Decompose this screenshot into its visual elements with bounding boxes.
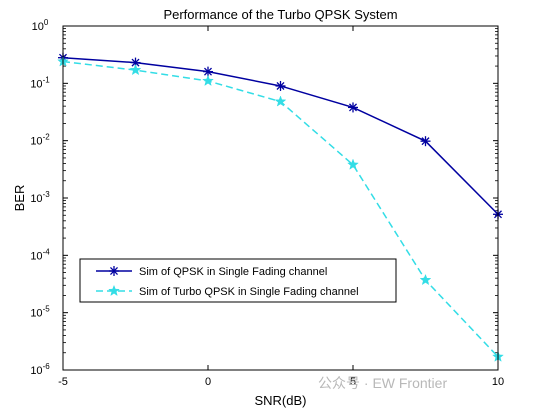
series-layer (57, 52, 504, 362)
star-marker (347, 158, 359, 170)
asterisk-stroke (349, 103, 357, 112)
watermark-text: 公众号 · EW Frontier (318, 375, 447, 391)
asterisk-marker (203, 66, 213, 77)
star-marker (419, 273, 432, 286)
asterisk-stroke (276, 81, 285, 90)
x-tick-label: 10 (492, 376, 504, 388)
asterisk-stroke (110, 267, 118, 275)
star-marker (129, 63, 142, 76)
y-tick-label: 10-3 (30, 190, 50, 205)
asterisk-marker (348, 102, 358, 113)
plot-frame (62, 25, 499, 371)
x-tick-label: 5 (350, 376, 356, 388)
x-tick-label: 0 (205, 376, 211, 388)
star-marker (108, 284, 120, 297)
y-tick-label: 10-5 (30, 305, 50, 320)
legend: Sim of QPSK in Single Fading channel Sim … (79, 258, 397, 303)
y-tick-label: 10-1 (30, 75, 50, 90)
y-axis-label: BER (12, 185, 27, 212)
plot-area (63, 26, 498, 370)
asterisk-stroke (204, 67, 212, 76)
asterisk-marker (420, 136, 431, 147)
legend-box (79, 258, 397, 303)
legend-label-1: Sim of QPSK in Single Fading channel (139, 266, 327, 278)
star-marker (202, 74, 214, 86)
legend-label-2: Sim of Turbo QPSK in Single Fading chann… (139, 286, 359, 298)
asterisk-marker (130, 57, 141, 68)
y-tick-label: 10-2 (30, 133, 50, 148)
x-tick-label: -5 (58, 376, 68, 388)
chart-title: Performance of the Turbo QPSK System (163, 7, 397, 22)
star-marker (274, 95, 287, 107)
x-axis-label: SNR(dB) (254, 393, 306, 408)
asterisk-marker (109, 266, 119, 276)
y-tick-label: 10-4 (30, 247, 50, 262)
asterisk-stroke (131, 58, 140, 67)
y-tick-label: 10-6 (30, 362, 50, 377)
asterisk-marker (275, 80, 286, 91)
asterisk-stroke (421, 137, 430, 146)
y-tick-label: 100 (32, 18, 49, 33)
